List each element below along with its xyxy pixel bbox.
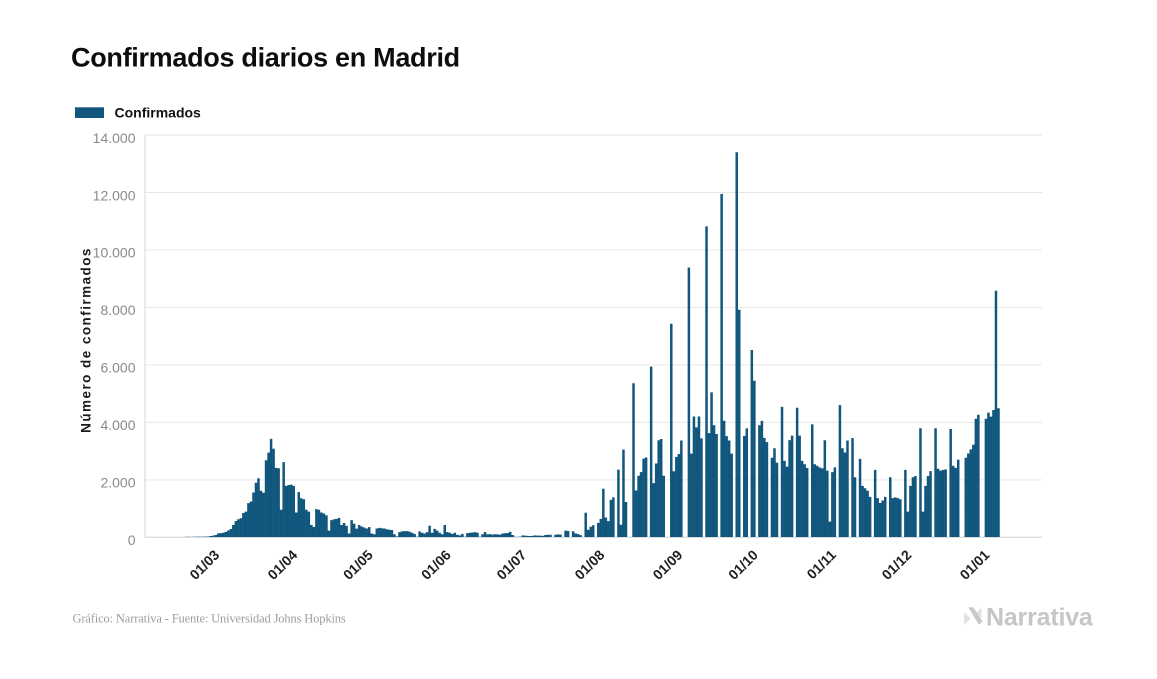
svg-text:0: 0: [128, 532, 136, 548]
svg-text:4.000: 4.000: [100, 417, 135, 433]
svg-text:10.000: 10.000: [93, 245, 136, 261]
svg-text:Número de confirmados: Número de confirmados: [79, 247, 94, 433]
svg-text:14.000: 14.000: [93, 130, 136, 146]
svg-text:Confirmados: Confirmados: [115, 104, 202, 120]
svg-text:8.000: 8.000: [100, 302, 135, 318]
svg-text:Confirmados diarios en Madrid: Confirmados diarios en Madrid: [71, 43, 460, 73]
svg-text:2.000: 2.000: [100, 475, 135, 491]
svg-text:Narrativa: Narrativa: [986, 604, 1094, 632]
svg-text:Gráfico: Narrativa - Fuente: U: Gráfico: Narrativa - Fuente: Universidad…: [73, 612, 346, 626]
svg-text:12.000: 12.000: [93, 187, 136, 203]
svg-text:6.000: 6.000: [100, 360, 135, 376]
